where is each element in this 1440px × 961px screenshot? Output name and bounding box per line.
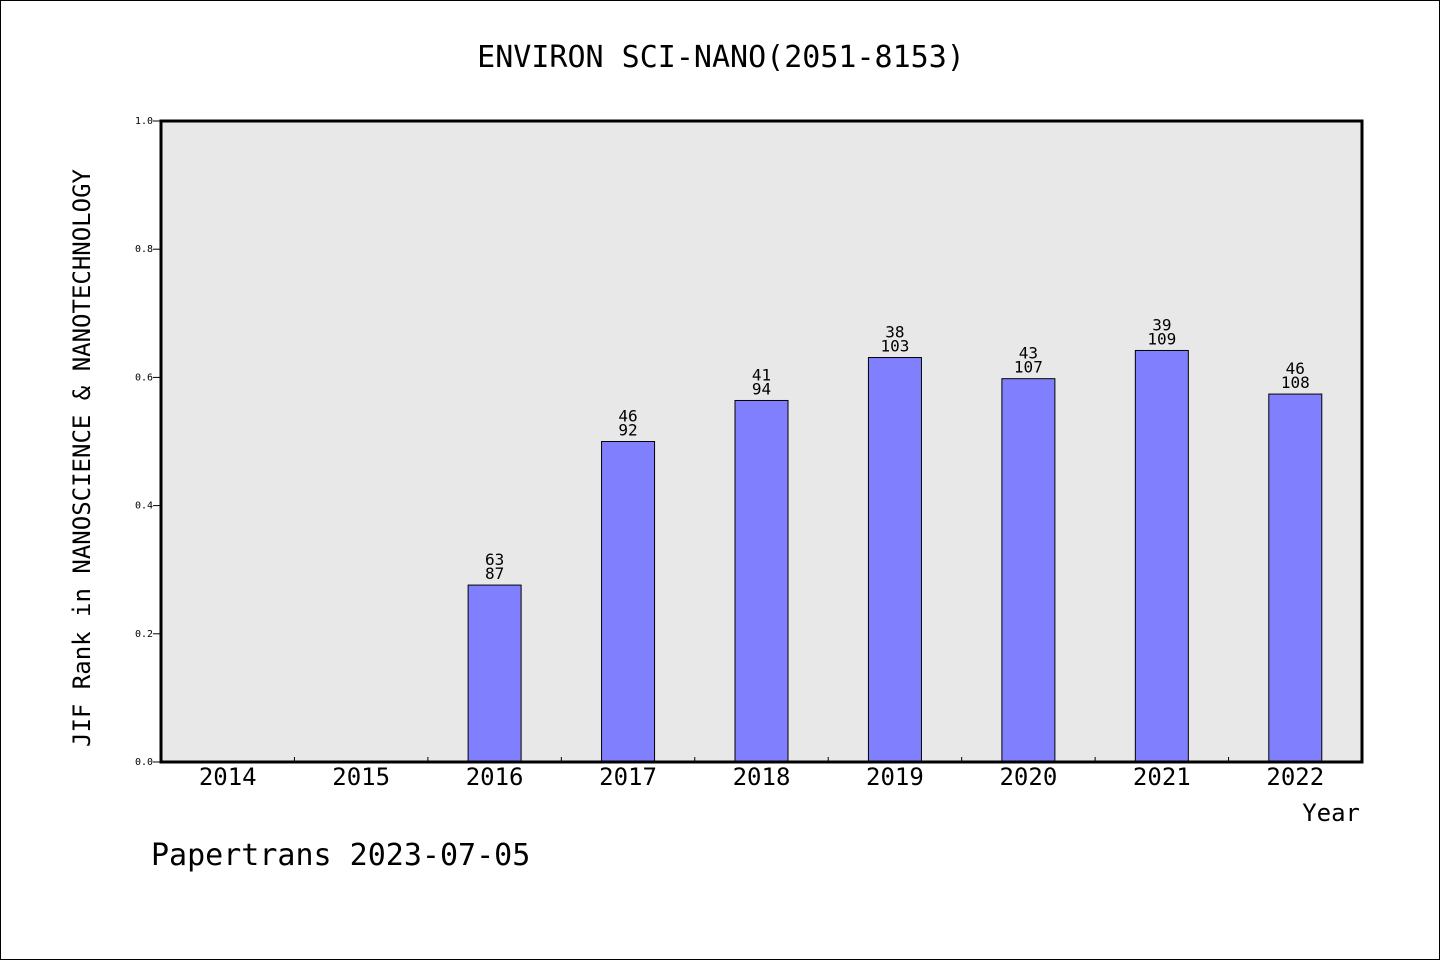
bar-rank-label: 63 xyxy=(485,550,504,569)
x-tick-label: 2020 xyxy=(999,763,1057,791)
x-tick-label: 2016 xyxy=(466,763,524,791)
chart-title: ENVIRON SCI-NANO(2051-8153) xyxy=(477,40,965,75)
bar-rank-label: 39 xyxy=(1152,315,1171,334)
bar-total-label: 108 xyxy=(1281,373,1310,392)
bar-rank-label: 41 xyxy=(752,365,771,384)
y-tick-label: 0.8 xyxy=(135,244,153,255)
bar xyxy=(1268,393,1323,763)
x-tick-label: 2014 xyxy=(199,763,257,791)
bar xyxy=(1134,349,1189,763)
x-tick-label: 2021 xyxy=(1133,763,1191,791)
x-tick-label: 2017 xyxy=(599,763,657,791)
bar xyxy=(1001,378,1056,763)
plot-frame xyxy=(159,119,1364,764)
bar-rank-label: 43 xyxy=(1019,344,1038,363)
x-tick-label: 2019 xyxy=(866,763,924,791)
x-tick-label: 2022 xyxy=(1266,763,1324,791)
x-axis-label: Year xyxy=(1302,799,1360,827)
bar-total-label: 92 xyxy=(618,421,637,440)
y-tick-label: 0.0 xyxy=(135,757,153,768)
bar-rank-label: 46 xyxy=(1286,359,1305,378)
y-tick-label: 1.0 xyxy=(135,116,153,127)
footer-text: Papertrans 2023-07-05 xyxy=(151,838,530,873)
bar-total-label: 107 xyxy=(1014,358,1043,377)
bar xyxy=(601,441,656,763)
bar-rank-label: 46 xyxy=(618,407,637,426)
bar-total-label: 87 xyxy=(485,564,504,583)
y-axis: 0.0 0.2 0.4 0.6 0.8 1.0 xyxy=(135,116,161,768)
bar xyxy=(467,584,522,763)
bar-total-label: 109 xyxy=(1147,329,1176,348)
bar-total-label: 103 xyxy=(880,337,909,356)
x-tick-label: 2018 xyxy=(733,763,791,791)
bar-rank-label: 38 xyxy=(885,323,904,342)
x-tick-label: 2015 xyxy=(332,763,390,791)
y-tick-label: 0.2 xyxy=(135,629,153,640)
bar xyxy=(867,357,922,763)
y-tick-label: 0.4 xyxy=(135,501,153,512)
y-axis-label: JIF Rank in NANOSCIENCE & NANOTECHNOLOGY xyxy=(68,168,96,747)
y-tick-label: 0.6 xyxy=(135,372,153,383)
x-axis: 2014 2015 2016 2017 2018 2019 2020 2021 2022 xyxy=(199,757,1324,791)
bars-group xyxy=(467,349,1323,763)
bar xyxy=(734,399,789,763)
bar-total-label: 94 xyxy=(752,379,771,398)
